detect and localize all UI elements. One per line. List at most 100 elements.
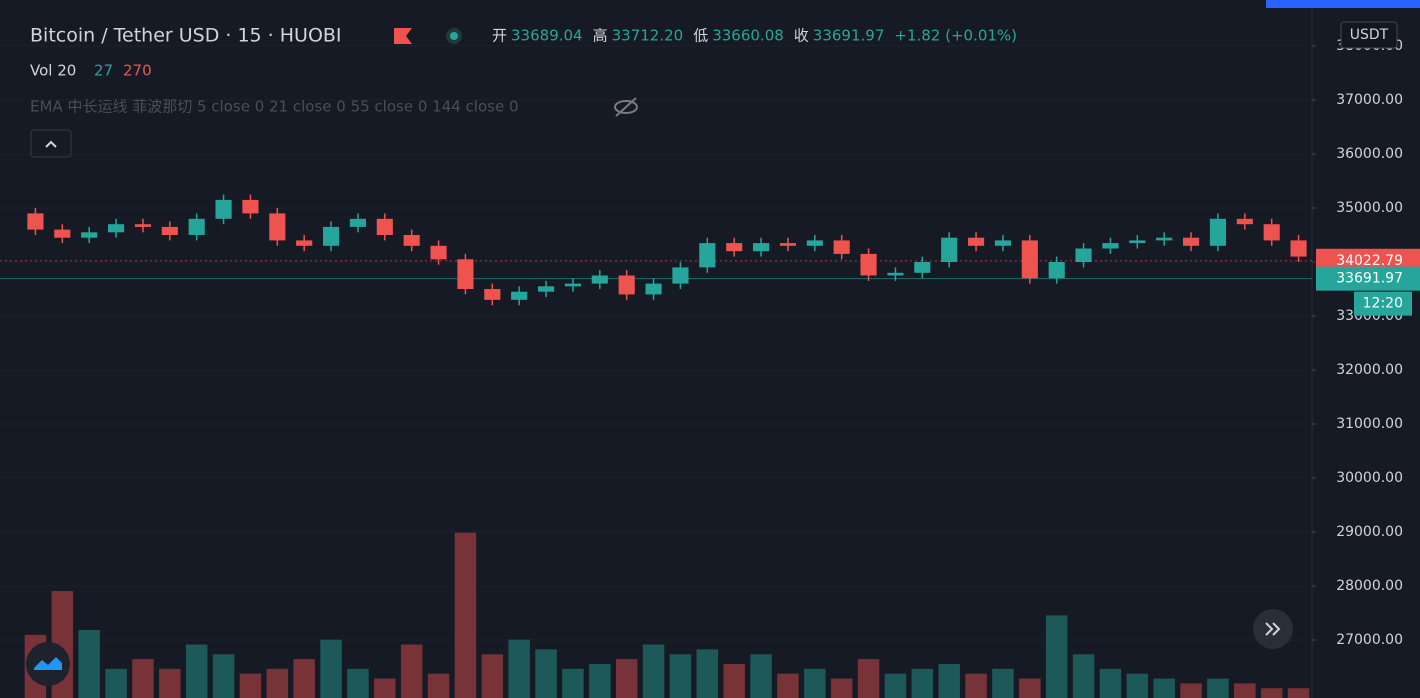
- volume-legend: Vol 20: [30, 62, 76, 80]
- volume-bar: [320, 639, 342, 698]
- volume-bar: [185, 644, 208, 698]
- ohlc-label: 高: [593, 27, 608, 45]
- candle-body: [914, 262, 931, 273]
- volume-bar: [1126, 673, 1149, 698]
- ohlc-label: 低: [693, 27, 708, 45]
- hidden-icon[interactable]: [614, 97, 638, 117]
- volume-bar: [427, 673, 450, 698]
- top-bar: [1266, 0, 1420, 8]
- candle-body: [296, 240, 313, 246]
- candle-body: [618, 275, 635, 295]
- volume-bar: [374, 678, 396, 698]
- candle-body: [54, 229, 71, 238]
- candle-body: [994, 240, 1011, 246]
- candle-body: [779, 243, 796, 246]
- indicator-legend: EMA 中长运线 菲波那切 5 close 0 21 close 0 55 cl…: [30, 98, 519, 116]
- ohlc-header: 开 33689.04 高 33712.20 低 33660.08 收 33691.97 +1.8…: [492, 27, 1017, 45]
- volume-legend-value: 270: [123, 62, 152, 80]
- price-axis: 27000.00 28000.00 29000.00 30000.00 31000.00…: [1312, 38, 1420, 648]
- candle-body: [968, 237, 985, 246]
- volume-bar: [777, 673, 799, 698]
- volume-bar: [965, 673, 987, 698]
- candle-body: [1129, 240, 1146, 244]
- price-label: 33691.97: [1336, 271, 1403, 287]
- countdown-box: [1354, 291, 1412, 316]
- ohlc-value: 33712.20: [612, 27, 684, 45]
- candle-body: [349, 218, 366, 227]
- candle-body: [457, 259, 474, 290]
- volume-bar: [239, 673, 262, 698]
- ohlc-value: 33691.97: [813, 27, 885, 45]
- ohlc-change: +1.82 (+0.01%): [894, 27, 1017, 45]
- candle-body: [726, 243, 743, 252]
- collapse-button[interactable]: [30, 129, 72, 158]
- volume-bar: [804, 668, 826, 698]
- price-label-box: [1316, 266, 1420, 291]
- volume-bar: [589, 663, 611, 698]
- candle-body: [672, 267, 689, 284]
- y-tick-label: 32000.00: [1336, 362, 1403, 378]
- volume-bar: [159, 668, 181, 698]
- volume-bar: [266, 668, 289, 698]
- volume-bar: [1045, 615, 1068, 698]
- candle-body: [538, 286, 555, 292]
- volume-bar: [938, 663, 960, 698]
- candle-body: [1075, 248, 1092, 263]
- chart-title: Bitcoin / Tether USD · 15 · HUOBI: [30, 25, 342, 47]
- candle-body: [134, 224, 151, 227]
- volume-legend-value: 27: [94, 62, 113, 80]
- candle-body: [430, 245, 447, 260]
- volume-bar: [293, 659, 315, 698]
- candle-body: [591, 275, 608, 284]
- candle-body: [887, 272, 904, 276]
- ohlc-label: 开: [492, 27, 507, 45]
- y-tick-label: 30000.00: [1336, 470, 1403, 486]
- volume-bar: [562, 668, 584, 698]
- candle-body: [1209, 218, 1226, 246]
- candle-body: [376, 218, 393, 236]
- y-tick-label: 37000.00: [1336, 92, 1403, 108]
- volume-bar: [911, 668, 934, 698]
- y-tick-label: 28000.00: [1336, 578, 1403, 594]
- candle-body: [564, 283, 581, 287]
- ohlc-label: 收: [794, 27, 809, 45]
- price-label: 34022.79: [1336, 253, 1403, 269]
- logo-icon: [34, 657, 62, 670]
- candle-body: [511, 291, 528, 300]
- volume-bar: [992, 668, 1014, 698]
- candle-body: [1021, 240, 1038, 279]
- candle-body: [1290, 240, 1307, 257]
- flag-icon: [394, 28, 412, 44]
- volume-bar: [347, 668, 369, 698]
- logo: [26, 642, 70, 686]
- candle-body: [699, 243, 716, 268]
- volume-bar: [508, 639, 530, 698]
- grid-layer: [0, 45, 1312, 641]
- volume-bar: [830, 678, 853, 698]
- candle-body: [188, 218, 205, 236]
- volume-bar: [723, 663, 745, 698]
- y-tick-label: 27000.00: [1336, 632, 1403, 648]
- candle-body: [403, 235, 420, 246]
- volume-bar: [857, 659, 880, 698]
- candle-body: [645, 283, 662, 295]
- candle-body: [833, 240, 850, 254]
- volume-bar: [750, 654, 772, 698]
- volume-bar: [669, 654, 692, 698]
- currency-box[interactable]: [1340, 21, 1398, 49]
- collapse-icon: [45, 140, 57, 148]
- scroll-icon: [1265, 622, 1281, 636]
- volume-bar: [535, 649, 557, 698]
- volume-bar: [78, 629, 100, 698]
- y-tick-label: 29000.00: [1336, 524, 1403, 540]
- candle-body: [806, 240, 823, 246]
- volume-bar: [212, 654, 235, 698]
- candle-body: [1183, 237, 1200, 246]
- currency: USDT: [1350, 27, 1389, 43]
- volume-bar: [1019, 678, 1041, 698]
- volume-bar: [132, 659, 154, 698]
- y-tick-label: 31000.00: [1336, 416, 1403, 432]
- volume-bar: [1099, 668, 1122, 698]
- candle-layer: [27, 194, 1307, 306]
